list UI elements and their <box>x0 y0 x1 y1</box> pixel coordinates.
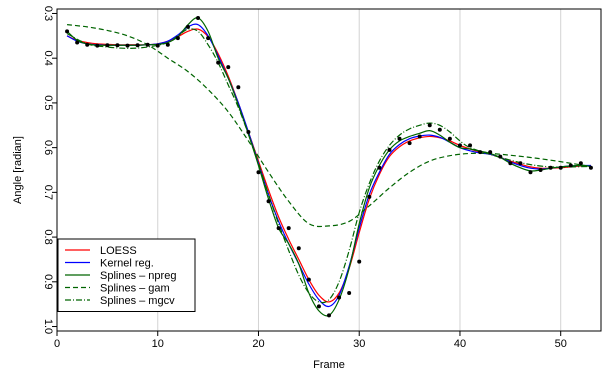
data-point <box>236 85 241 90</box>
y-axis: 0.3 0.4 0.5 0.6 0.7 0.8 0.9 1.0 <box>42 6 57 334</box>
data-point <box>337 295 342 300</box>
data-point <box>417 134 422 139</box>
data-point <box>427 123 432 128</box>
data-point <box>316 304 321 309</box>
data-point <box>367 194 372 199</box>
data-point <box>145 42 150 47</box>
y-tick-label: 0.6 <box>42 140 54 155</box>
x-tick-label: 10 <box>152 338 164 350</box>
data-point <box>125 43 130 48</box>
x-tick-label: 30 <box>353 338 365 350</box>
data-point <box>578 161 583 166</box>
x-axis-label: Frame <box>313 359 345 371</box>
data-point <box>498 154 503 159</box>
data-point <box>387 147 392 152</box>
series-line-5 <box>66 28 591 304</box>
data-point <box>226 65 231 70</box>
data-point <box>206 36 211 41</box>
legend-label: LOESS <box>100 245 137 257</box>
data-point <box>155 43 160 48</box>
data-point <box>437 127 442 132</box>
y-tick-label: 0.8 <box>42 229 54 244</box>
data-point <box>105 43 110 48</box>
data-point <box>538 168 543 172</box>
data-point <box>447 136 452 141</box>
y-tick-label: 0.9 <box>42 274 54 289</box>
data-point <box>488 150 493 155</box>
x-tick-label: 20 <box>252 338 264 350</box>
y-tick-label: 0.3 <box>42 6 54 21</box>
data-point <box>508 161 513 166</box>
y-tick-label: 0.5 <box>42 95 54 110</box>
y-tick-label: 1.0 <box>42 319 54 334</box>
data-point <box>95 43 100 48</box>
x-tick-label: 0 <box>54 338 60 350</box>
data-point <box>468 143 473 148</box>
data-point <box>185 24 190 29</box>
data-points <box>65 15 593 318</box>
data-point <box>588 165 593 170</box>
data-point <box>478 150 483 155</box>
x-tick-label: 40 <box>454 338 466 350</box>
x-axis: 0 10 20 30 40 50 <box>54 331 567 350</box>
data-point <box>296 246 301 251</box>
plot-frame <box>56 8 602 332</box>
data-point <box>135 43 140 48</box>
data-point <box>266 199 271 204</box>
data-point <box>256 170 261 175</box>
data-point <box>327 313 331 318</box>
legend-label: Splines – gam <box>100 283 170 295</box>
data-point <box>377 165 382 170</box>
data-point <box>85 42 90 47</box>
data-point <box>286 226 291 231</box>
data-point <box>407 141 412 146</box>
data-point <box>306 277 311 282</box>
y-axis-label: Angle [radian] <box>12 136 24 204</box>
data-point <box>558 165 563 170</box>
data-point <box>196 15 201 20</box>
data-point <box>347 290 352 295</box>
data-point <box>457 143 462 148</box>
data-point <box>548 165 553 170</box>
data-point <box>276 226 281 231</box>
x-tick-label: 50 <box>555 338 567 350</box>
data-point <box>246 129 251 134</box>
data-point <box>75 40 80 45</box>
data-point <box>357 259 362 264</box>
data-point <box>568 163 573 168</box>
legend-label: Kernel reg. <box>100 258 154 270</box>
legend-label: Splines – npreg <box>100 270 176 282</box>
data-point <box>115 43 120 48</box>
legend-label: Splines – mgcv <box>100 295 175 307</box>
data-point <box>65 29 70 34</box>
data-point <box>165 42 170 47</box>
y-tick-label: 0.4 <box>42 51 54 66</box>
data-point <box>397 136 402 141</box>
data-point <box>528 170 533 175</box>
data-point <box>175 36 180 41</box>
y-tick-label: 0.7 <box>42 185 54 200</box>
data-point <box>518 161 523 166</box>
series-line-4 <box>67 24 592 228</box>
series-layer <box>66 17 592 317</box>
data-point <box>216 60 221 65</box>
